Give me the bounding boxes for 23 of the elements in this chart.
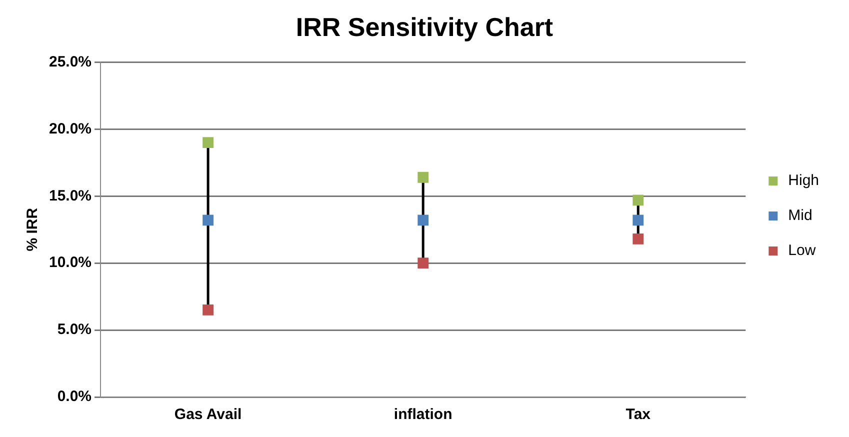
y-tick-label: 15.0% — [48, 187, 92, 204]
chart-title: IRR Sensitivity Chart — [296, 12, 554, 42]
point — [632, 194, 644, 206]
y-tick-label: 0.0% — [57, 388, 92, 406]
legend-label: High — [788, 172, 820, 190]
point — [202, 137, 214, 148]
point — [202, 214, 214, 226]
legend-label: Low — [788, 242, 816, 260]
x-tick-label: inflation — [394, 406, 452, 424]
y-axis-title: % IRR — [24, 208, 42, 252]
x-tick-label: Tax — [626, 406, 652, 424]
point — [632, 234, 644, 244]
x-tick-label: Gas Avail — [174, 406, 242, 424]
y-tick-label: 10.0% — [48, 254, 92, 272]
point — [418, 214, 429, 226]
y-tick-label: 20.0% — [48, 120, 92, 138]
y-tick-label: 25.0% — [48, 53, 92, 70]
point — [202, 304, 214, 316]
point — [418, 172, 429, 183]
point — [418, 258, 429, 269]
legend-label: Mid — [788, 207, 812, 224]
y-tick-label: 5.0% — [57, 321, 92, 338]
point — [632, 214, 644, 226]
